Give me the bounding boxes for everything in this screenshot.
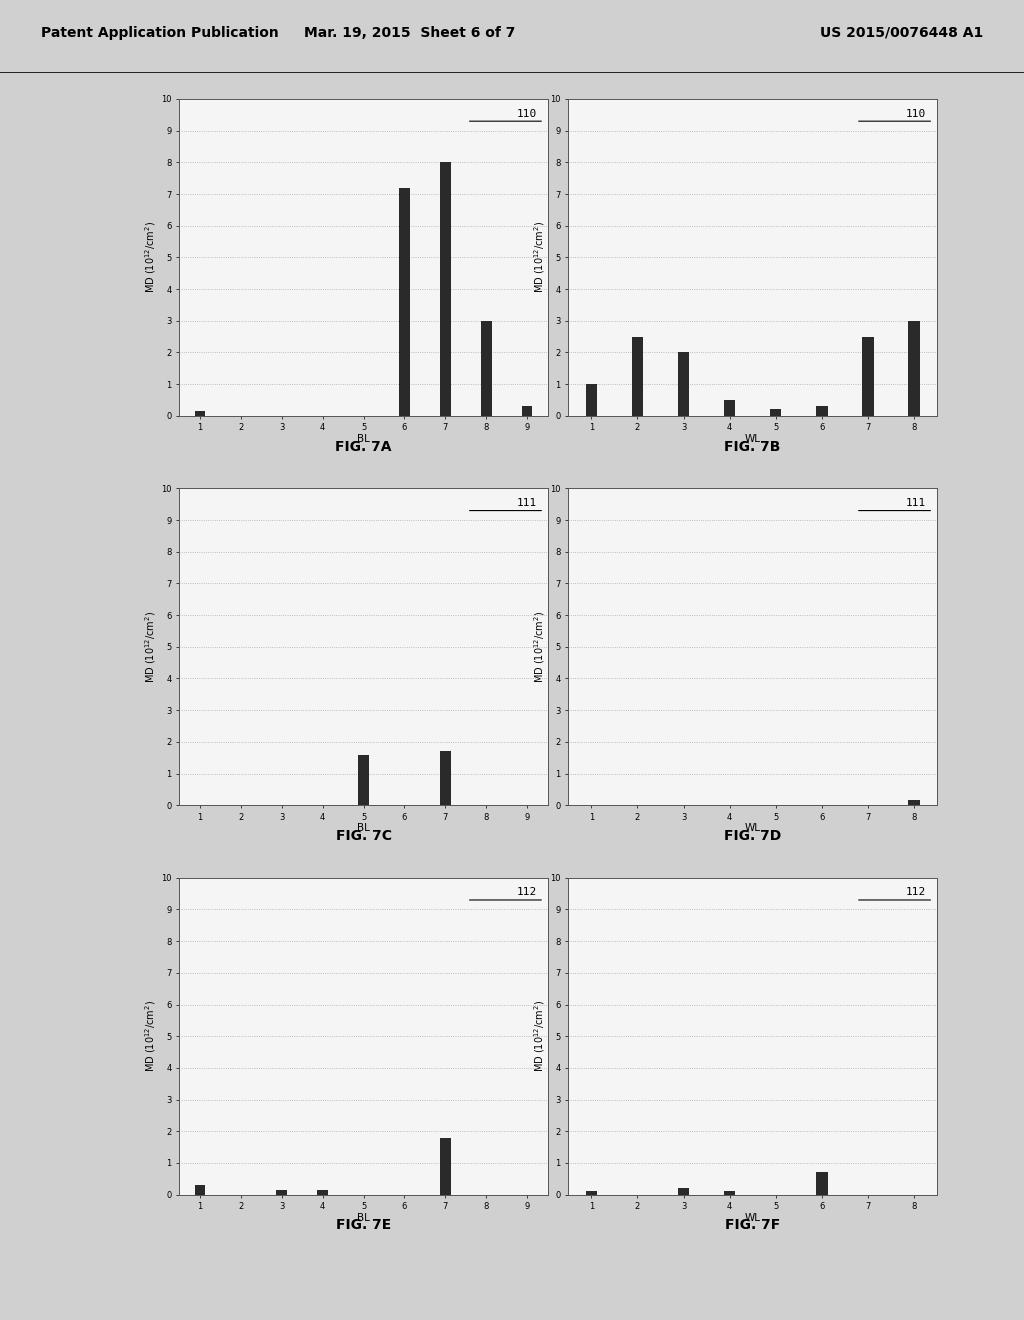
Text: US 2015/0076448 A1: US 2015/0076448 A1 [820, 25, 983, 40]
Y-axis label: MD (10$^{12}$/cm$^2$): MD (10$^{12}$/cm$^2$) [143, 611, 159, 682]
Bar [816, 407, 827, 416]
Y-axis label: MD (10$^{12}$/cm$^2$): MD (10$^{12}$/cm$^2$) [143, 1001, 159, 1072]
Bar [317, 1189, 328, 1195]
Y-axis label: MD (10$^{12}$/cm$^2$): MD (10$^{12}$/cm$^2$) [143, 222, 159, 293]
Text: FIG. 7A: FIG. 7A [335, 440, 392, 454]
Text: 110: 110 [905, 108, 926, 119]
Y-axis label: MD (10$^{12}$/cm$^2$): MD (10$^{12}$/cm$^2$) [532, 1001, 548, 1072]
Bar [678, 1188, 689, 1195]
Bar [358, 755, 369, 805]
X-axis label: BL: BL [357, 1213, 370, 1222]
X-axis label: WL: WL [744, 434, 761, 444]
Text: FIG. 7D: FIG. 7D [724, 829, 781, 843]
Text: 112: 112 [905, 887, 926, 898]
Bar [440, 1138, 451, 1195]
Bar [908, 800, 920, 805]
X-axis label: WL: WL [744, 1213, 761, 1222]
Bar [770, 409, 781, 416]
Text: 111: 111 [905, 498, 926, 508]
Bar [481, 321, 492, 416]
Bar [522, 407, 532, 416]
Bar [586, 1192, 597, 1195]
Text: Mar. 19, 2015  Sheet 6 of 7: Mar. 19, 2015 Sheet 6 of 7 [304, 25, 515, 40]
Bar [440, 751, 451, 805]
Text: 110: 110 [516, 108, 537, 119]
Bar [632, 337, 643, 416]
Bar [816, 1172, 827, 1195]
Bar [195, 411, 205, 416]
Text: FIG. 7C: FIG. 7C [336, 829, 391, 843]
Bar [399, 187, 410, 416]
Bar [440, 162, 451, 416]
Bar [908, 321, 920, 416]
Bar [862, 337, 873, 416]
Text: 112: 112 [516, 887, 537, 898]
Y-axis label: MD (10$^{12}$/cm$^2$): MD (10$^{12}$/cm$^2$) [532, 222, 548, 293]
X-axis label: BL: BL [357, 824, 370, 833]
Bar [724, 1192, 735, 1195]
Bar [276, 1189, 287, 1195]
X-axis label: BL: BL [357, 434, 370, 444]
Bar [586, 384, 597, 416]
Y-axis label: MD (10$^{12}$/cm$^2$): MD (10$^{12}$/cm$^2$) [532, 611, 548, 682]
Bar [678, 352, 689, 416]
Text: 111: 111 [516, 498, 537, 508]
Text: FIG. 7B: FIG. 7B [724, 440, 781, 454]
Bar [724, 400, 735, 416]
X-axis label: WL: WL [744, 824, 761, 833]
Text: FIG. 7F: FIG. 7F [725, 1218, 780, 1233]
Text: Patent Application Publication: Patent Application Publication [41, 25, 279, 40]
Text: FIG. 7E: FIG. 7E [336, 1218, 391, 1233]
Bar [195, 1185, 205, 1195]
